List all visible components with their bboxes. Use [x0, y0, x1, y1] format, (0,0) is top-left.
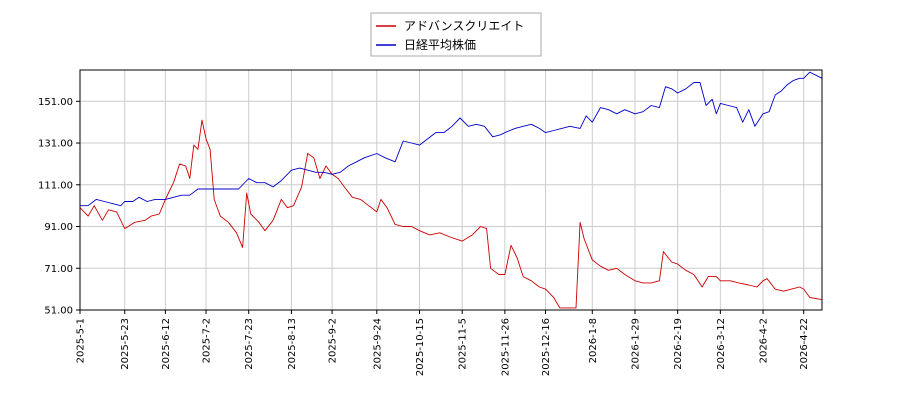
- legend-box: [370, 12, 542, 57]
- x-tick-label: 2025-11-5: [458, 318, 469, 370]
- x-tick-label: 2025-9-2: [328, 318, 339, 363]
- x-tick-label: 2025-5-23: [120, 318, 131, 370]
- plot-frame: [79, 69, 823, 311]
- x-tick-label: 2025-7-2: [202, 318, 213, 363]
- legend: アドバンスクリエイト 日経平均株価: [370, 12, 542, 57]
- x-tick-label: 2026-3-12: [716, 318, 727, 370]
- x-tick-label: 2025-5-1: [76, 318, 87, 363]
- grid-lines: [79, 70, 822, 311]
- y-tick-label: 131.00: [38, 139, 73, 150]
- y-axis-ticks: 51.00 71.00 91.00 111.00 131.00 151.00: [38, 97, 80, 317]
- y-tick-label: 91.00: [44, 222, 73, 233]
- x-axis-ticks: 2025-5-1 2025-5-23 2025-6-12 2025-7-2 2025-7…: [76, 310, 810, 376]
- x-tick-label: 2025-7-23: [244, 318, 255, 370]
- series-line-advance-create: [79, 119, 823, 309]
- legend-label-nikkei: 日経平均株価: [404, 37, 476, 52]
- x-tick-label: 2025-10-15: [415, 318, 426, 376]
- x-tick-label: 2026-4-22: [799, 318, 810, 370]
- series-line-nikkei: [80, 71, 823, 207]
- x-tick-label: 2025-9-24: [372, 318, 383, 370]
- y-tick-label: 111.00: [38, 180, 73, 191]
- x-tick-label: 2026-1-29: [630, 318, 641, 370]
- x-tick-label: 2026-2-19: [673, 318, 684, 370]
- series-lines: [79, 71, 823, 309]
- x-tick-label: 2026-1-8: [588, 318, 599, 363]
- x-tick-label: 2025-12-16: [541, 318, 552, 376]
- x-tick-label: 2025-11-26: [500, 318, 511, 376]
- y-tick-label: 151.00: [38, 97, 73, 108]
- y-tick-label: 71.00: [44, 264, 73, 275]
- x-tick-label: 2026-4-2: [759, 318, 770, 363]
- x-tick-label: 2025-6-12: [161, 318, 172, 370]
- y-tick-label: 51.00: [44, 306, 73, 317]
- x-tick-label: 2025-8-13: [287, 318, 298, 370]
- legend-label-advance-create: アドバンスクリエイト: [404, 19, 524, 33]
